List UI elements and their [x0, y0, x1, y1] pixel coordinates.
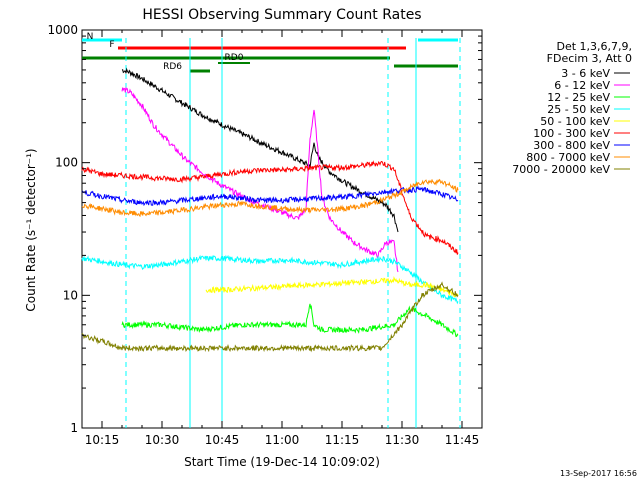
vertical-markers: [125, 38, 461, 428]
series-line-2: [121, 86, 399, 273]
legend-entry-label: 6 - 12 keV: [554, 79, 610, 92]
legend-entry-label: 12 - 25 keV: [547, 91, 610, 104]
legend-entry-label: 50 - 100 keV: [540, 115, 610, 128]
x-axis-label: Start Time (19-Dec-14 10:09:02): [184, 455, 380, 469]
legend-entry-label: 7000 - 20000 keV: [512, 163, 610, 176]
legend-entry-label: 800 - 7000 keV: [526, 151, 610, 164]
annotation-label: RD0: [225, 53, 244, 63]
x-tick-label: 11:45: [445, 433, 480, 447]
annotation-label: N: [87, 32, 94, 42]
series-line-5: [205, 275, 459, 298]
x-tick-label: 11:00: [265, 433, 300, 447]
x-tick-label: 10:45: [205, 433, 240, 447]
series-line-6: [81, 160, 459, 255]
y-tick-label: 1: [70, 421, 78, 435]
generation-timestamp: 13-Sep-2017 16:56: [560, 469, 637, 478]
series-line-1: [121, 67, 399, 233]
x-tick-label: 10:30: [145, 433, 180, 447]
axis-ticks: 10:15 10:30 10:45 11:00 11:15 11:30 11:45 1 10 10…: [47, 23, 483, 447]
legend: Det 1,3,6,7,9,FDecim 3, Att 0 3 - 6 keV6 …: [512, 40, 632, 176]
series-line-3: [121, 303, 459, 338]
chart-title: HESSI Observing Summary Count Rates: [142, 7, 421, 23]
x-tick-label: 10:15: [85, 433, 120, 447]
plot-frame: [81, 29, 483, 429]
x-tick-label: 11:30: [385, 433, 420, 447]
legend-entry-label: 25 - 50 keV: [547, 103, 610, 116]
series-line-8: [81, 178, 459, 217]
y-axis-label: Count Rate (s⁻¹ detector⁻¹): [24, 148, 38, 311]
y-tick-label: 10: [63, 288, 78, 302]
series-line-4: [81, 254, 459, 305]
legend-entry-label: 100 - 300 keV: [533, 127, 610, 140]
legend-entry-label: 300 - 800 keV: [533, 139, 610, 152]
y-tick-label: 100: [55, 156, 78, 170]
series-line-9: [81, 281, 459, 353]
annotation-label: F: [109, 40, 114, 50]
mode-annotation-bars: N F RD0 RD6: [82, 32, 458, 73]
y-tick-label: 1000: [47, 23, 78, 37]
x-tick-label: 11:15: [325, 433, 360, 447]
legend-header-line: Det 1,3,6,7,9,: [556, 40, 632, 53]
annotation-label: RD6: [163, 62, 182, 72]
series-lines: [81, 67, 459, 353]
series-line-7: [81, 185, 459, 207]
plot-axes: [81, 29, 483, 429]
legend-entry-label: 3 - 6 keV: [561, 67, 610, 80]
legend-header-line: FDecim 3, Att 0: [547, 52, 632, 65]
